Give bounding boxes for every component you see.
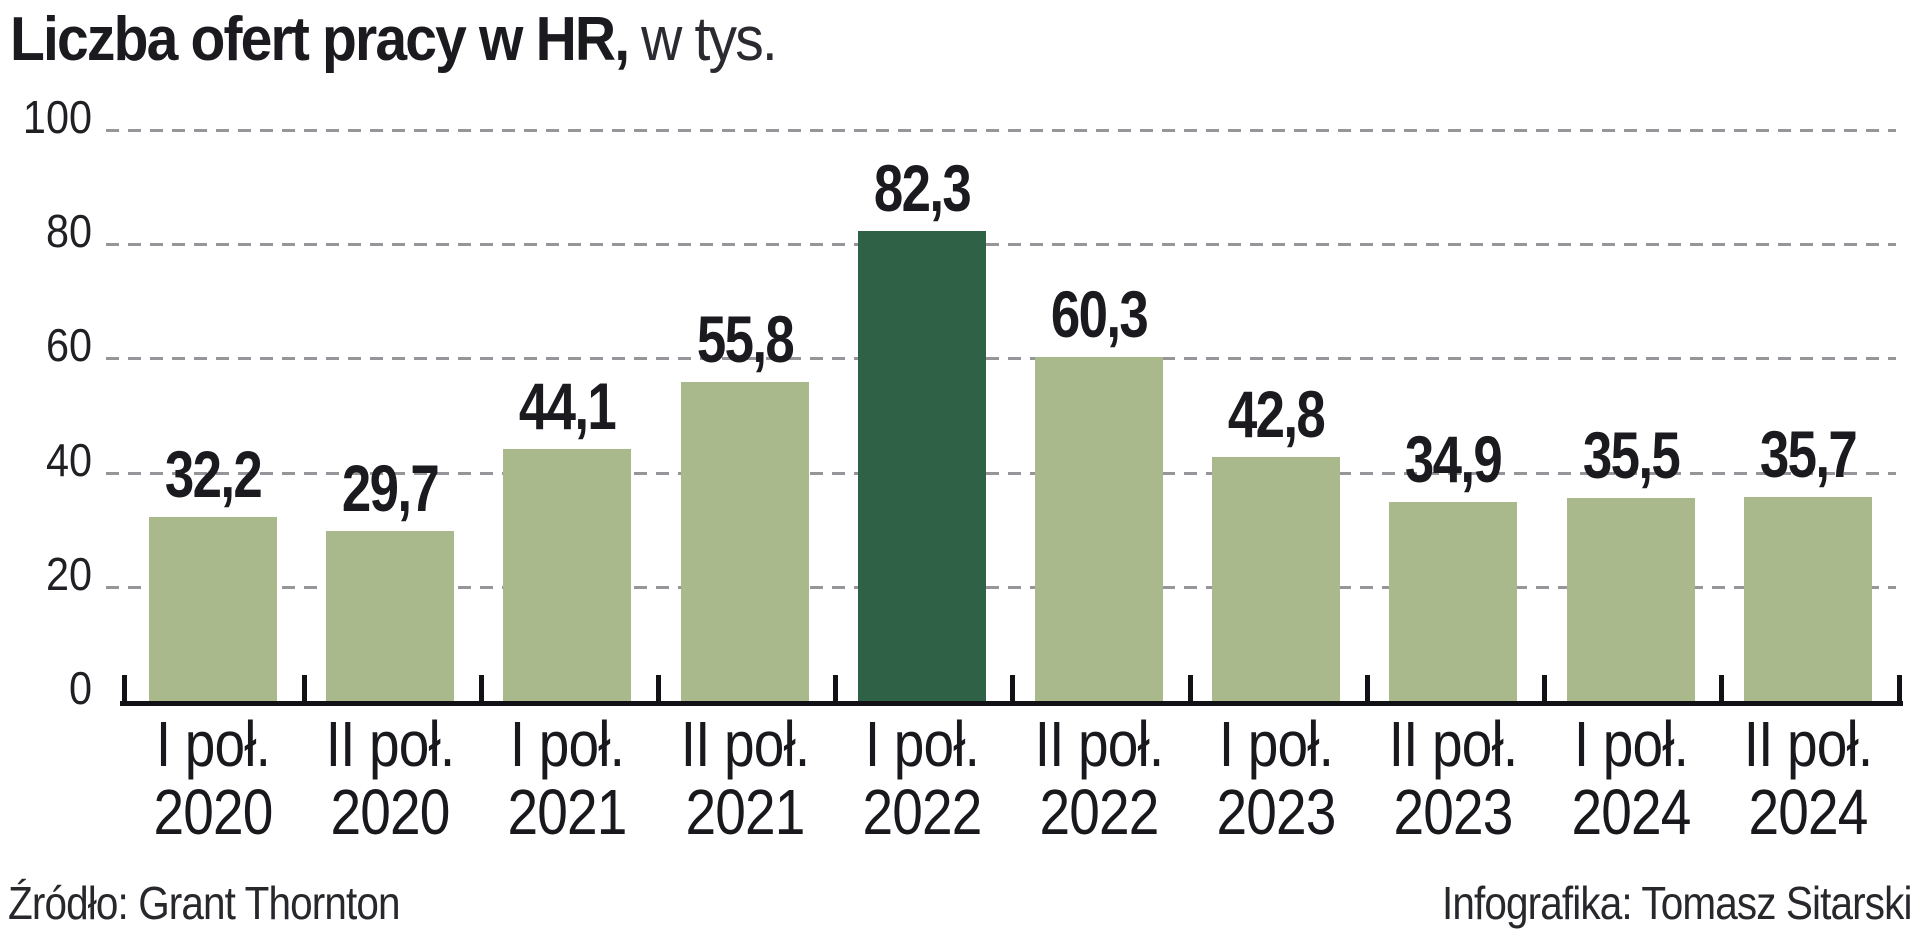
bar-IIpoł-2021 [680,382,809,701]
x-axis-label: I poł. 2020 [153,708,273,848]
bar-IIpoł-2020 [326,531,455,701]
x-axis-label-period: I poł. [510,708,625,780]
x-axis-label: I poł. 2022 [862,708,982,848]
bar-value-label: 55,8 [696,302,794,377]
y-axis-label-100: 100 [22,91,92,143]
bar-Ipoł-2020 [149,517,277,701]
chart-title-main: Liczba ofert pracy w HR, [10,5,630,74]
chart-title-unit: w tys. [641,5,778,74]
bar-IIpoł-2024 [1743,497,1872,701]
bar-value-label: 44,1 [519,369,617,444]
bar-value-label: 82,3 [873,151,972,226]
gridline-20 [106,585,1896,589]
bar-Ipoł-2024 [1566,498,1695,701]
gridline-80 [106,243,1896,247]
x-axis-label-period: I poł. [155,708,271,780]
x-axis-label-period: II poł. [1743,708,1873,780]
y-axis-label-80: 80 [45,205,92,258]
gridline-60 [106,357,1896,361]
bar-Ipoł-2022 [857,231,986,701]
x-axis-label-year: 2022 [1039,776,1159,848]
x-axis-label-year: 2023 [1216,776,1337,848]
x-axis-label-year: 2023 [1393,776,1514,848]
x-axis-label: I poł. 2024 [1571,708,1691,848]
bar-value-label: 42,8 [1228,376,1326,451]
bar-value-label: 32,2 [164,437,263,512]
x-axis-label-period: II poł. [325,708,455,780]
axis-tick [656,675,661,701]
x-axis-label-year: 2021 [685,776,805,848]
axis-tick [833,675,839,701]
axis-tick [1542,675,1547,701]
axis-tick [1010,675,1016,701]
bar-IIpoł-2023 [1389,501,1518,701]
chart-title: Liczba ofert pracy w HR, w tys. [10,4,778,76]
gridline-100 [106,129,1896,132]
x-axis-line [120,701,1903,706]
x-axis-label-year: 2021 [507,776,628,848]
bar-value-label: 35,7 [1759,417,1858,492]
x-axis-label: I poł. 2023 [1216,708,1337,848]
x-axis-label-period: I poł. [864,708,980,780]
bar-Ipoł-2023 [1212,456,1341,701]
x-axis-label-year: 2022 [862,776,982,848]
x-axis-label-period: I poł. [1573,708,1689,780]
axis-tick [1719,675,1725,701]
axis-tick [478,675,484,701]
axis-tick [1364,675,1370,701]
x-axis-label-year: 2020 [330,776,451,848]
x-axis-label-period: I poł. [1219,708,1334,780]
axis-tick [1187,675,1193,701]
y-axis-label-60: 60 [45,319,92,372]
gridline-40 [106,471,1896,475]
x-axis-label: II poł. 2021 [680,710,809,846]
x-axis-label-year: 2024 [1571,776,1691,848]
x-axis-label: II poł. 2024 [1743,710,1872,846]
y-axis-label-40: 40 [45,433,92,486]
y-axis-label-0: 0 [68,662,92,714]
x-axis-label: II poł. 2020 [326,710,455,846]
bar-Ipoł-2021 [503,449,632,701]
x-axis-label-year: 2020 [153,776,273,848]
axis-tick [1897,675,1902,701]
x-axis-label-period: II poł. [1389,708,1518,780]
bar-IIpoł-2022 [1035,356,1163,701]
source-credit: Źródło: Grant Thornton [8,877,401,929]
axis-tick [122,675,127,701]
x-axis-label-period: II poł. [680,708,809,780]
x-axis-label-period: II poł. [1034,708,1164,780]
axis-tick [301,675,307,701]
bar-value-label: 29,7 [342,451,440,526]
x-axis-label: I poł. 2021 [507,708,628,848]
y-axis-label-20: 20 [45,547,92,600]
author-credit: Infografika: Tomasz Sitarski [1442,877,1912,929]
bar-value-label: 35,5 [1582,418,1680,493]
x-axis-label-year: 2024 [1748,776,1868,848]
bar-value-label: 60,3 [1050,276,1149,351]
x-axis-label: II poł. 2022 [1035,710,1164,846]
bar-value-label: 34,9 [1405,421,1503,496]
x-axis-label: II poł. 2023 [1389,710,1518,846]
